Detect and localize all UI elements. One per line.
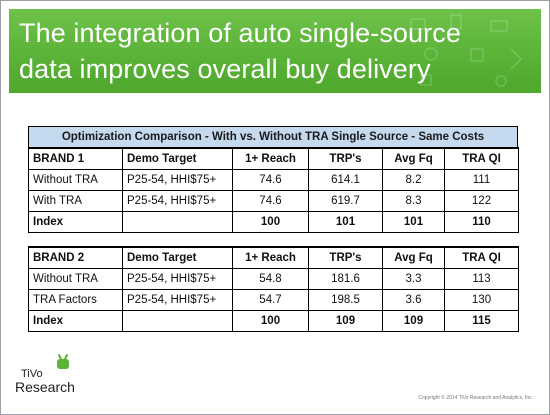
table-cell: P25-54, HHI$75+ — [122, 268, 233, 290]
table-cell: 198.5 — [308, 289, 383, 311]
table-cell: 115 — [444, 310, 519, 332]
title-line-1: The integration of auto single-source — [19, 18, 461, 48]
comparison-table: Optimization Comparison - With vs. Witho… — [28, 126, 519, 332]
table-cell: 109 — [382, 310, 445, 332]
table-cell: TRA Factors — [28, 289, 123, 311]
column-header: BRAND 2 — [28, 246, 123, 269]
table-cell: Index — [28, 310, 123, 332]
column-header: Demo Target — [122, 246, 233, 269]
tivo-research-logo: TiVo Research — [15, 353, 75, 399]
column-header: TRP's — [308, 246, 383, 269]
table-cell: 619.7 — [308, 190, 383, 212]
background-pattern — [410, 14, 523, 87]
table-cell: Without TRA — [28, 268, 123, 290]
column-header: 1+ Reach — [232, 147, 309, 170]
table-cell — [122, 310, 233, 332]
table-cell: 54.7 — [232, 289, 309, 311]
index-row: Index 100 109 109 115 — [28, 310, 519, 332]
table-cell: P25-54, HHI$75+ — [122, 190, 233, 212]
table-cell: 109 — [308, 310, 383, 332]
table-cell: With TRA — [28, 190, 123, 212]
table-header-row: BRAND 2 Demo Target 1+ Reach TRP's Avg Fq TRA… — [28, 246, 519, 269]
table-cell: 54.8 — [232, 268, 309, 290]
table-cell: 101 — [382, 211, 445, 233]
table-cell: P25-54, HHI$75+ — [122, 289, 233, 311]
title-line-2: data improves overall buy delivery — [19, 54, 431, 84]
table-row: With TRA P25-54, HHI$75+ 74.6 619.7 8.3 122 — [28, 190, 519, 212]
table-cell: 8.2 — [382, 169, 445, 191]
brand2-section: BRAND 2 Demo Target 1+ Reach TRP's Avg Fq TRA… — [28, 246, 519, 332]
column-header: BRAND 1 — [28, 147, 123, 170]
table-header-row: BRAND 1 Demo Target 1+ Reach TRP's Avg Fq TRA… — [28, 147, 519, 170]
page-title: The integration of auto single-source da… — [19, 15, 533, 87]
tv-icon — [57, 359, 69, 369]
table-cell: 181.6 — [308, 268, 383, 290]
table-cell: 100 — [232, 211, 309, 233]
logo-line-2: Research — [15, 379, 75, 395]
section-gap — [28, 232, 519, 248]
column-header: 1+ Reach — [232, 246, 309, 269]
table-cell: 110 — [444, 211, 519, 233]
table-cell: 3.3 — [382, 268, 445, 290]
table-row: Without TRA P25-54, HHI$75+ 74.6 614.1 8.2 11… — [28, 169, 519, 191]
logo-line-1: TiVo — [21, 368, 43, 380]
table-row: TRA Factors P25-54, HHI$75+ 54.7 198.5 3.6 13… — [28, 289, 519, 311]
table-cell: 101 — [308, 211, 383, 233]
table-cell: 614.1 — [308, 169, 383, 191]
brand1-section: BRAND 1 Demo Target 1+ Reach TRP's Avg Fq TRA… — [28, 147, 519, 233]
table-cell: 130 — [444, 289, 519, 311]
column-header: TRA QI — [444, 246, 519, 269]
table-cell: 8.3 — [382, 190, 445, 212]
copyright-notice: Copyright © 2014 TiVo Research and Analy… — [418, 395, 533, 401]
table-caption: Optimization Comparison - With vs. Witho… — [28, 126, 518, 147]
column-header: Demo Target — [122, 147, 233, 170]
table-cell: 3.6 — [382, 289, 445, 311]
table-cell: Without TRA — [28, 169, 123, 191]
table-row: Without TRA P25-54, HHI$75+ 54.8 181.6 3.3 11… — [28, 268, 519, 290]
table-cell: Index — [28, 211, 123, 233]
index-row: Index 100 101 101 110 — [28, 211, 519, 233]
table-cell: 122 — [444, 190, 519, 212]
table-cell — [122, 211, 233, 233]
column-header: TRP's — [308, 147, 383, 170]
column-header: Avg Fq — [382, 147, 445, 170]
comparison-grid: BRAND 1 Demo Target 1+ Reach TRP's Avg Fq TRA… — [28, 147, 519, 332]
table-cell: 100 — [232, 310, 309, 332]
column-header: Avg Fq — [382, 246, 445, 269]
table-cell: 111 — [444, 169, 519, 191]
table-cell: 74.6 — [232, 169, 309, 191]
table-cell: 113 — [444, 268, 519, 290]
column-header: TRA QI — [444, 147, 519, 170]
title-banner: The integration of auto single-source da… — [9, 9, 541, 93]
table-cell: P25-54, HHI$75+ — [122, 169, 233, 191]
table-cell: 74.6 — [232, 190, 309, 212]
